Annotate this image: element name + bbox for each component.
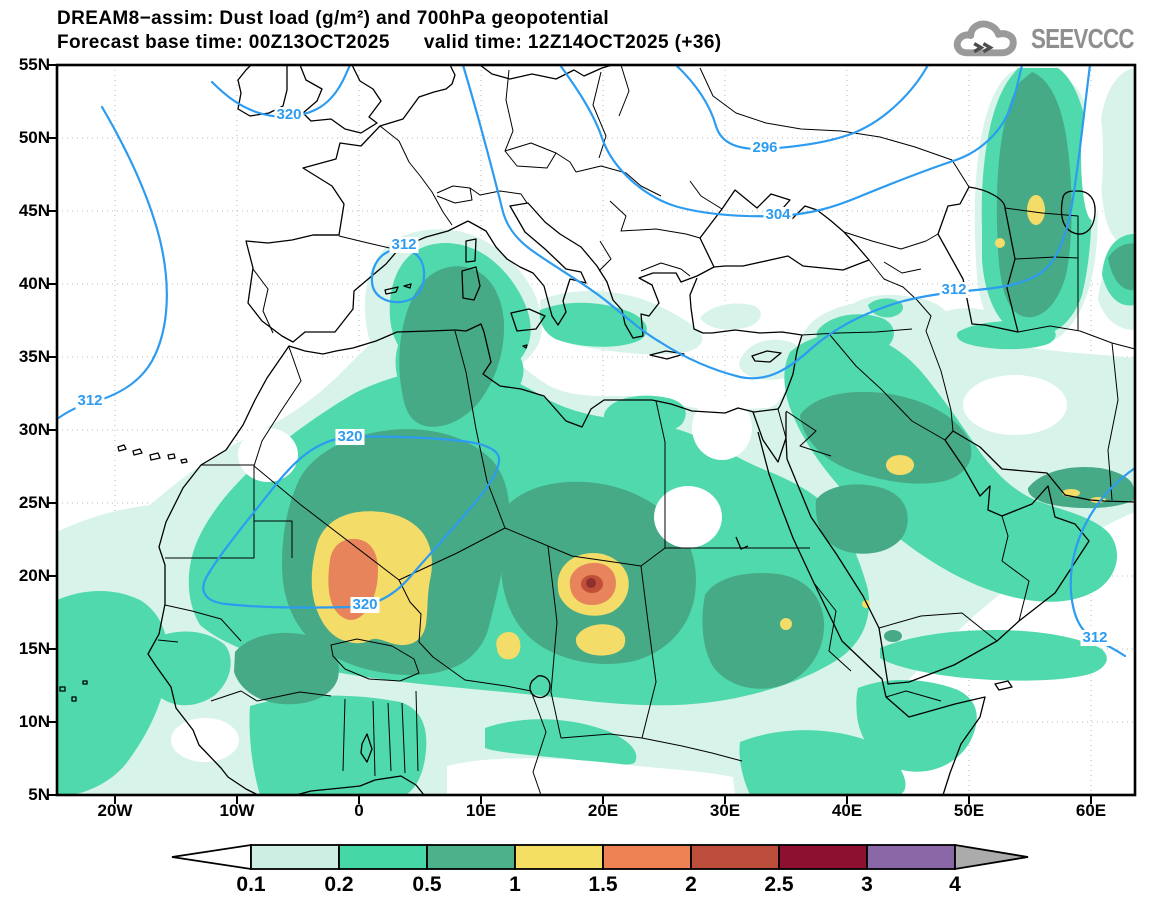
colorbar-label-3: 3 [861,873,873,896]
country-borders [157,64,1136,796]
plot-frame [48,63,1137,804]
contour-label-312-se: 312 [1080,629,1110,646]
contour-label-312-west: 312 [75,392,105,409]
contour-296 [674,63,930,151]
plot-title: DREAM8−assim: Dust load (g/m²) and 700hP… [57,8,610,29]
lat-label-50n: 50N [18,128,50,147]
lon-label-60e: 60E [1075,801,1107,820]
logo-text: SEEVCCC [1030,23,1135,54]
lat-label-10n: 10N [18,712,50,731]
seevccc-logo: SEEVCCC [951,16,1159,62]
lat-label-15n: 15N [18,639,50,658]
cloud-icon [953,20,1017,57]
lat-label-55n: 55N [18,55,50,74]
lat-label-45n: 45N [18,201,50,220]
colorbar-under-arrow [171,843,252,871]
lon-label-0: 0 [354,801,364,820]
colorbar-label-0p1: 0.1 [236,873,266,896]
dust-shading-level-2plus [581,575,603,593]
colorbar-label-1p5: 1.5 [588,873,618,896]
contour-312-cutoff-loop [370,247,426,304]
contour-label-312-turkey: 312 [939,281,969,298]
lon-label-10e: 10E [465,801,497,820]
lon-label-20w: 20W [97,801,133,820]
contour-label-312-cutoff: 312 [389,236,419,253]
colorbar-label-1: 1 [509,873,521,896]
plot-subtitle: Forecast base time: 00Z13OCT2025 valid t… [57,32,722,53]
lat-label-20n: 20N [18,566,50,585]
colorbar-cell-2 [426,844,516,870]
contour-label-320-nw: 320 [274,106,304,123]
colorbar-label-0p5: 0.5 [412,873,442,896]
contour-label-304: 304 [763,206,793,223]
lat-label-25n: 25N [18,493,50,512]
lat-label-40n: 40N [18,274,50,293]
lon-label-20e: 20E [587,801,619,820]
colorbar-cell-0 [250,844,340,870]
colorbar-cell-5 [690,844,780,870]
contour-label-320-africa-s: 320 [350,596,380,613]
contour-label-296: 296 [750,139,780,156]
contour-312-southeast [1069,466,1137,658]
colorbar-cell-7 [866,844,956,870]
chad-dust-maroon-center [586,578,596,588]
colorbar-label-0p2: 0.2 [324,873,354,896]
colorbar-label-4: 4 [949,873,961,896]
saudi-dust-yellow [886,455,914,475]
colorbar-label-2: 2 [685,873,697,896]
lon-label-30e: 30E [709,801,741,820]
colorbar-cell-6 [778,844,868,870]
colorbar-cell-3 [514,844,604,870]
lat-label-30n: 30N [18,420,50,439]
lon-label-10w: 10W [219,801,255,820]
lat-label-35n: 35N [18,347,50,366]
colorbar-cell-1 [338,844,428,870]
lat-label-5n: 5N [28,785,50,804]
colorbar-over-arrow [954,843,1029,871]
contour-304 [558,63,1024,218]
lon-label-40e: 40E [831,801,863,820]
colorbar-cell-4 [602,844,692,870]
lon-label-50e: 50E [953,801,985,820]
colorbar-label-2p5: 2.5 [764,873,794,896]
colorbar [171,843,1029,871]
contour-312-main [461,63,1092,380]
contour-312-west [55,105,168,421]
caspian-dust-yellow [1027,195,1045,225]
contour-label-320-africa-n: 320 [335,428,365,445]
